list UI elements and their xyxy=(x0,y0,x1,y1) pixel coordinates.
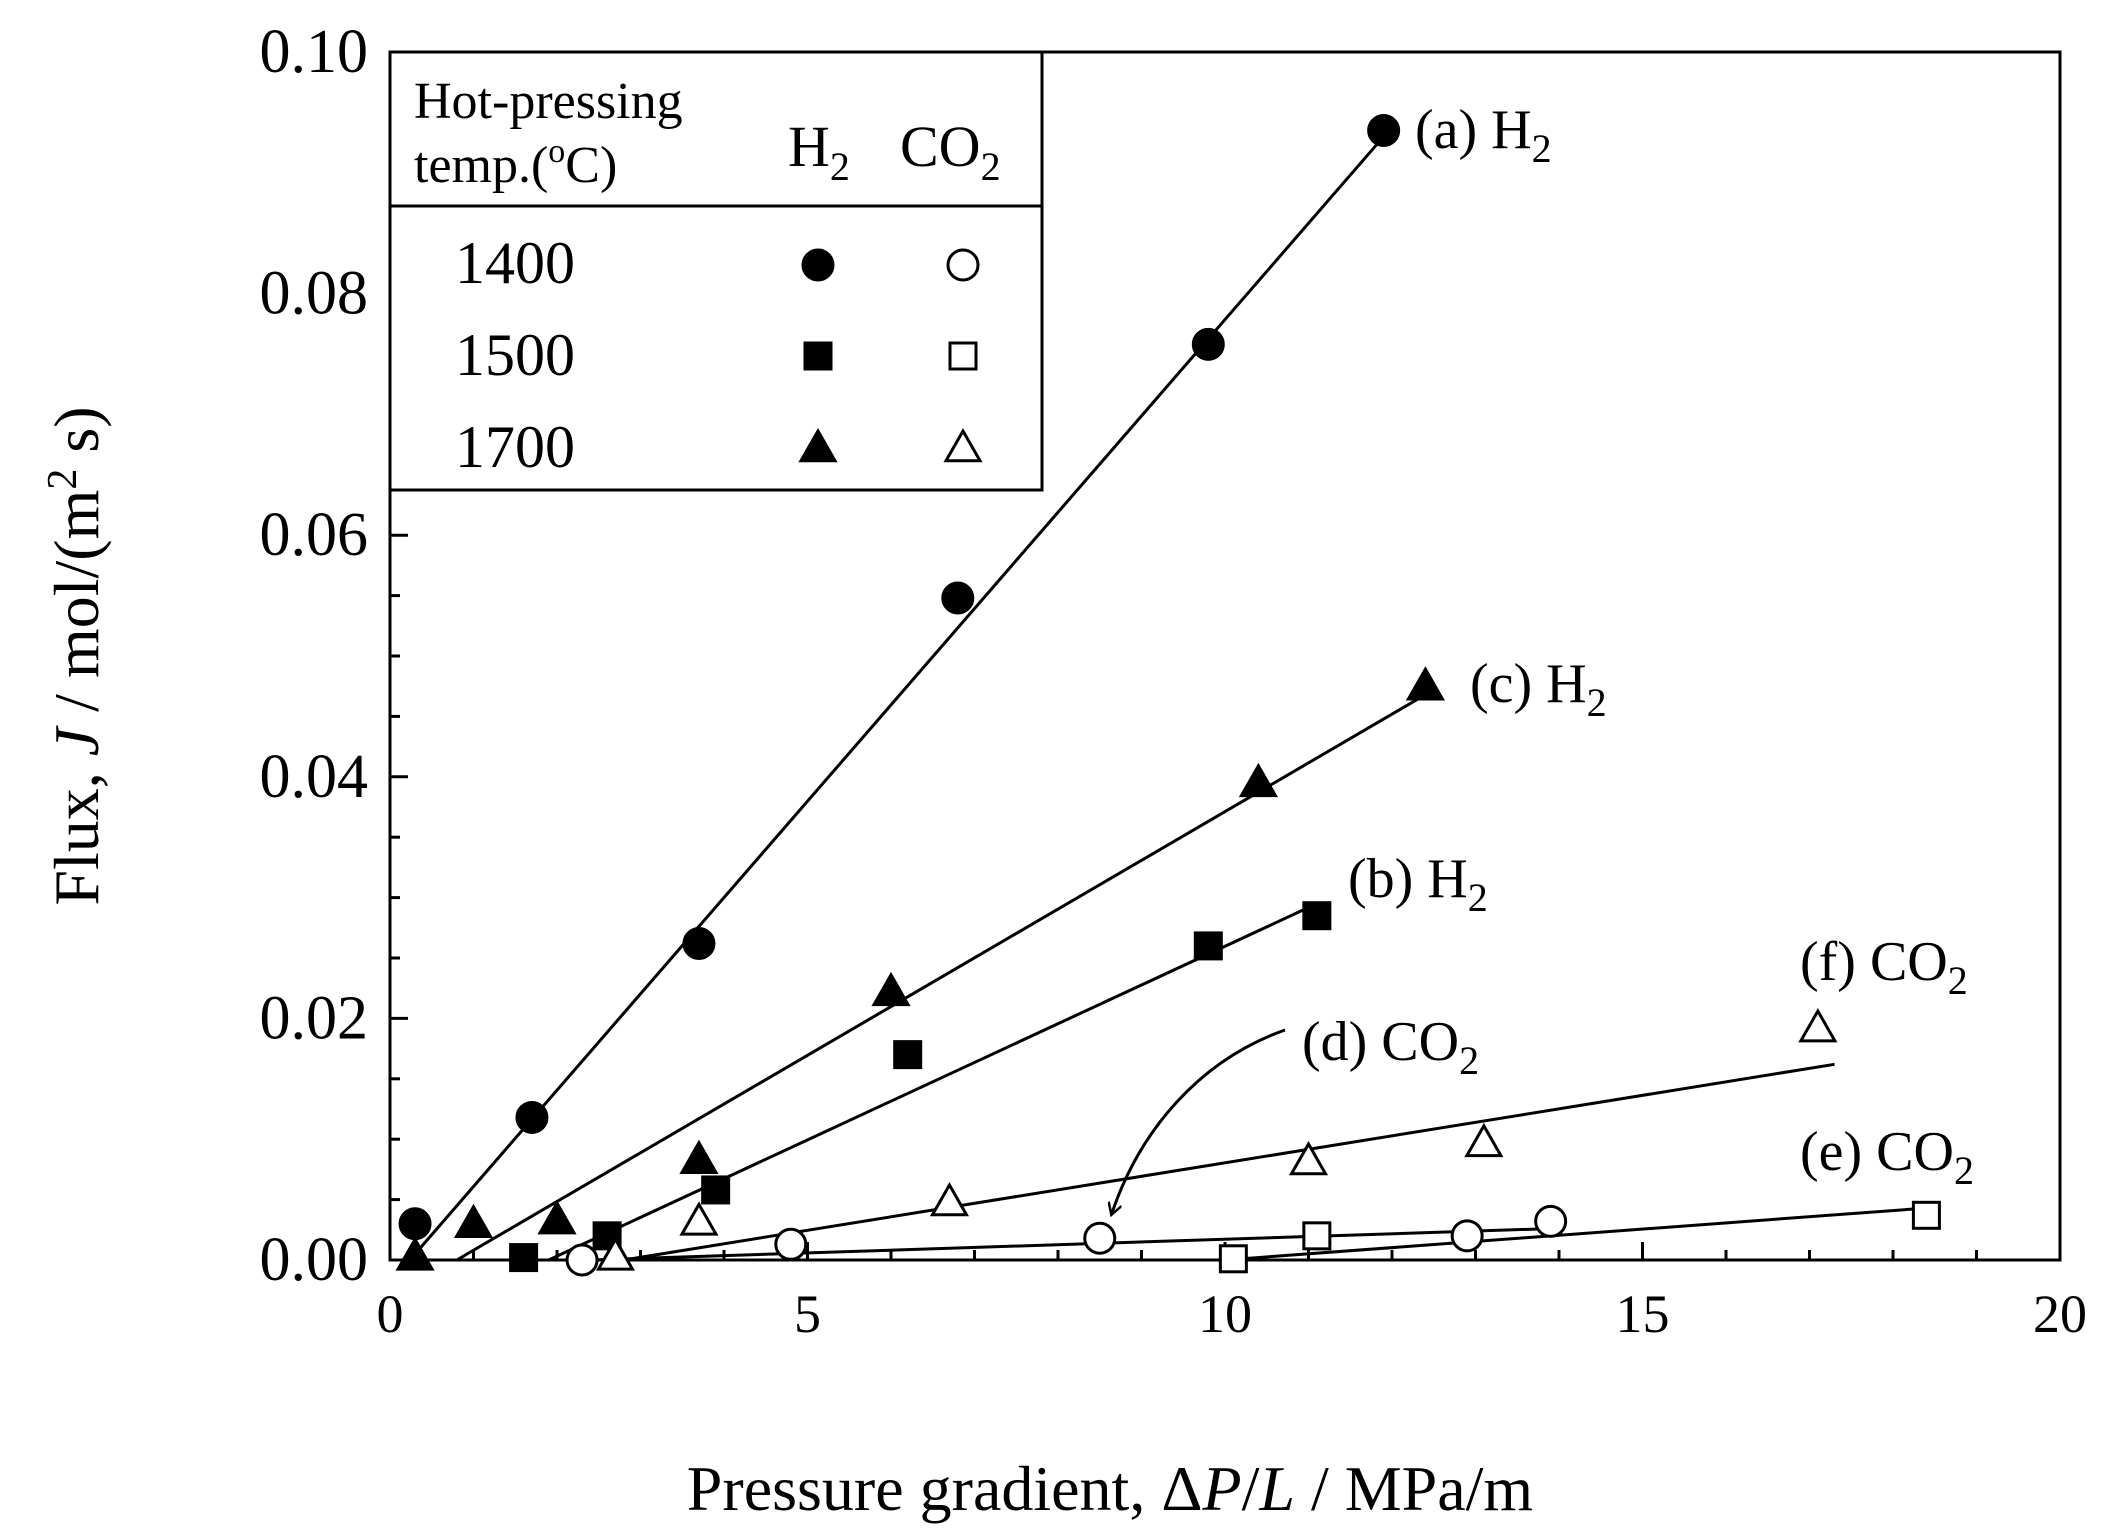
data-point-d xyxy=(1083,1221,1117,1255)
fit-line-f xyxy=(623,1062,1835,1262)
fit-line-a xyxy=(413,135,1385,1255)
data-point-b xyxy=(701,1175,731,1205)
series-label-f: (f) CO2 xyxy=(1800,931,1968,1003)
data-point-d xyxy=(565,1243,599,1277)
data-point-a xyxy=(1367,114,1401,148)
legend-marker-h2-1400 xyxy=(801,248,835,282)
data-point-d xyxy=(774,1227,808,1261)
fit-line-e xyxy=(1224,1206,1927,1262)
data-point-b xyxy=(1193,931,1223,961)
legend-marker-co2-1400 xyxy=(946,248,980,282)
x-axis-title: Pressure gradient, ΔP/L / MPa/m xyxy=(687,1453,1533,1524)
fit-line-c xyxy=(456,693,1427,1262)
data-point-e xyxy=(1911,1200,1941,1230)
legend-marker-co2-1500 xyxy=(948,341,978,371)
y-tick-label: 0.08 xyxy=(260,260,369,328)
legend-header-line1: Hot-pressing xyxy=(414,73,683,130)
data-point-b xyxy=(1302,901,1332,931)
data-point-d xyxy=(1534,1204,1568,1238)
series-labels: (a) H2 (c) H2 (b) H2 (d) CO2 (f) CO2 (e)… xyxy=(1302,99,1974,1193)
legend-markers xyxy=(798,248,983,463)
tick-labels: 0 5 10 15 20 0.00 0.02 0.04 0.06 0.08 0.10 xyxy=(260,18,2088,1344)
legend-marker-co2-1700 xyxy=(943,427,983,463)
y-tick-label: 0.04 xyxy=(260,743,369,811)
legend: Hot-pressing temp.(oC) H2 CO2 1400 1500 … xyxy=(388,50,1044,492)
data-point-e xyxy=(1218,1244,1248,1274)
data-point-f xyxy=(929,1181,970,1217)
series-label-a: (a) H2 xyxy=(1415,99,1552,171)
legend-header-line2: temp.(oC) xyxy=(414,133,617,194)
fit-line-b xyxy=(548,902,1318,1262)
data-point-c xyxy=(395,1236,435,1271)
data-point-a xyxy=(682,927,716,961)
data-point-c xyxy=(453,1203,494,1239)
y-tick-label: 0.10 xyxy=(260,18,369,86)
x-tick-label: 20 xyxy=(2033,1284,2087,1344)
data-point-c xyxy=(871,971,911,1007)
data-point-f xyxy=(1798,1008,1838,1043)
data-point-a xyxy=(398,1207,432,1241)
series-label-b: (b) H2 xyxy=(1348,848,1488,920)
y-axis-title: Flux, J / mol/(m2 s) xyxy=(40,406,112,905)
data-point-c xyxy=(679,1139,719,1174)
y-tick-label: 0.00 xyxy=(260,1226,369,1294)
data-point-c xyxy=(1405,666,1445,701)
data-point-b xyxy=(893,1040,923,1070)
x-tick-label: 15 xyxy=(1616,1284,1670,1344)
legend-col-co2: CO2 xyxy=(900,114,1001,189)
data-point-b xyxy=(509,1243,539,1273)
legend-marker-h2-1700 xyxy=(798,427,838,463)
data-point-c xyxy=(1238,762,1278,798)
legend-marker-h2-1500 xyxy=(803,341,833,371)
series-label-e: (e) CO2 xyxy=(1800,1121,1974,1193)
series-label-c: (c) H2 xyxy=(1470,653,1607,725)
data-point-f xyxy=(595,1236,636,1271)
data-point-e xyxy=(1302,1221,1332,1251)
x-tick-label: 0 xyxy=(377,1284,404,1344)
data-point-f xyxy=(1288,1140,1329,1176)
data-point-c xyxy=(537,1200,577,1235)
legend-col-h2: H2 xyxy=(788,114,850,189)
legend-temp-1500: 1500 xyxy=(455,322,575,388)
data-point-a xyxy=(515,1100,549,1134)
y-tick-label: 0.02 xyxy=(260,984,369,1052)
x-tick-label: 10 xyxy=(1198,1284,1252,1344)
x-tick-label: 5 xyxy=(794,1284,821,1344)
legend-temp-1700: 1700 xyxy=(455,414,575,480)
data-points xyxy=(395,114,1941,1277)
data-point-a xyxy=(941,581,975,615)
fit-line-d xyxy=(590,1227,1551,1262)
data-point-d xyxy=(1450,1219,1484,1253)
data-point-f xyxy=(679,1201,719,1236)
data-point-f xyxy=(1464,1122,1504,1158)
legend-temp-1400: 1400 xyxy=(455,230,575,296)
annotation-arrow-d xyxy=(1112,1028,1286,1213)
series-label-d: (d) CO2 xyxy=(1302,1011,1479,1083)
y-tick-label: 0.06 xyxy=(260,501,369,569)
legend-box xyxy=(388,50,1044,492)
fit-lines xyxy=(413,135,1927,1262)
data-point-a xyxy=(1191,327,1225,361)
